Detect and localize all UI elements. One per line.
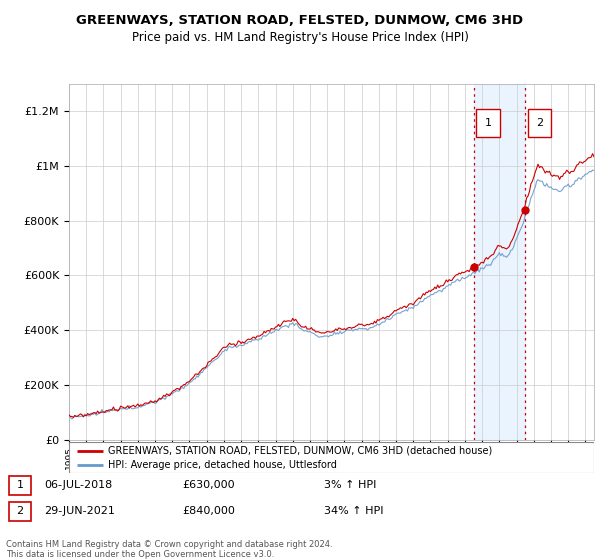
Text: GREENWAYS, STATION ROAD, FELSTED, DUNMOW, CM6 3HD: GREENWAYS, STATION ROAD, FELSTED, DUNMOW… xyxy=(76,14,524,27)
Text: 3% ↑ HPI: 3% ↑ HPI xyxy=(323,480,376,490)
Text: 34% ↑ HPI: 34% ↑ HPI xyxy=(323,506,383,516)
Text: GREENWAYS, STATION ROAD, FELSTED, DUNMOW, CM6 3HD (detached house): GREENWAYS, STATION ROAD, FELSTED, DUNMOW… xyxy=(109,446,493,456)
Text: £630,000: £630,000 xyxy=(182,480,235,490)
Text: 29-JUN-2021: 29-JUN-2021 xyxy=(44,506,115,516)
Text: Contains HM Land Registry data © Crown copyright and database right 2024.
This d: Contains HM Land Registry data © Crown c… xyxy=(6,540,332,559)
FancyBboxPatch shape xyxy=(476,109,500,137)
Text: 1: 1 xyxy=(17,480,23,490)
Text: 1: 1 xyxy=(485,118,491,128)
Bar xyxy=(9,476,31,494)
Text: £840,000: £840,000 xyxy=(182,506,235,516)
Text: HPI: Average price, detached house, Uttlesford: HPI: Average price, detached house, Uttl… xyxy=(109,460,337,470)
Bar xyxy=(9,502,31,521)
Text: 2: 2 xyxy=(17,506,23,516)
FancyBboxPatch shape xyxy=(527,109,551,137)
Text: 06-JUL-2018: 06-JUL-2018 xyxy=(44,480,112,490)
Text: Price paid vs. HM Land Registry's House Price Index (HPI): Price paid vs. HM Land Registry's House … xyxy=(131,31,469,44)
Text: 2: 2 xyxy=(536,118,543,128)
